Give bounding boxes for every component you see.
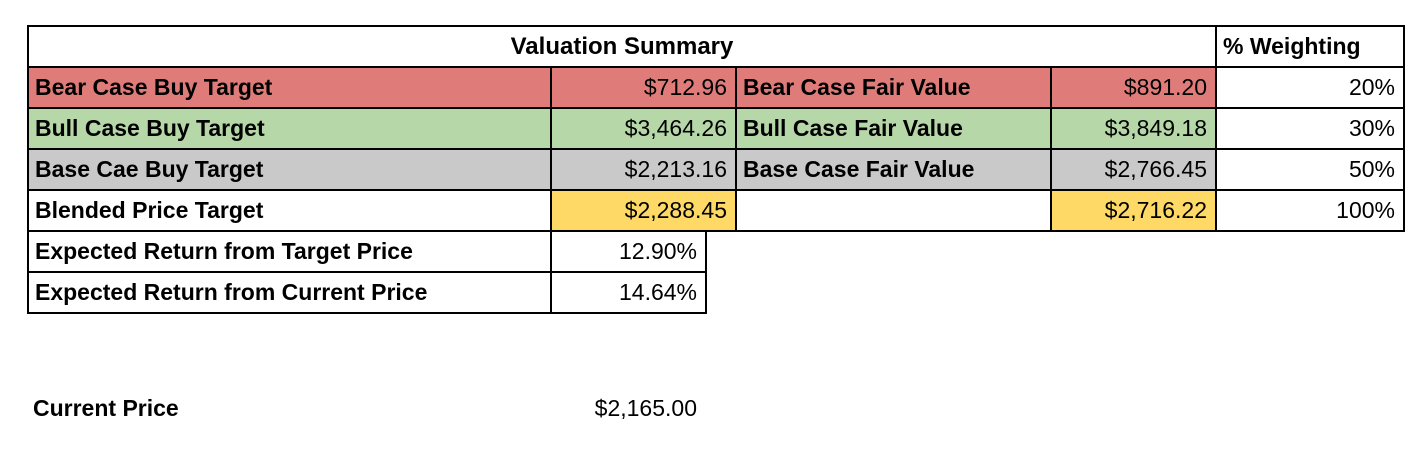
return-target-price-label-cell[interactable]: Expected Return from Target Price [27,230,552,273]
weighting-header-cell[interactable]: % Weighting [1215,25,1405,68]
bull-buy-target-value-cell[interactable]: $3,464.26 [550,107,737,150]
current-price-label[interactable]: Current Price [33,395,179,421]
return-current-price-label-cell[interactable]: Expected Return from Current Price [27,271,552,314]
base-case-row: Base Cae Buy Target $2,213.16 Base Case … [27,148,1405,191]
header-row: Valuation Summary % Weighting [27,25,1405,68]
spreadsheet-area: Valuation Summary % Weighting Bear Case … [27,25,1417,429]
bull-fair-value-label-cell[interactable]: Bull Case Fair Value [735,107,1052,150]
bull-fair-value-value-cell[interactable]: $3,849.18 [1050,107,1217,150]
bear-fair-value-label-cell[interactable]: Bear Case Fair Value [735,66,1052,109]
base-weight-cell[interactable]: 50% [1215,148,1405,191]
current-price-row: Current Price $2,165.00 [27,388,1417,429]
bull-weight-cell[interactable]: 30% [1215,107,1405,150]
base-buy-target-label-cell[interactable]: Base Cae Buy Target [27,148,552,191]
blended-buy-target-value-cell[interactable]: $2,288.45 [550,189,737,232]
bear-buy-target-label-cell[interactable]: Bear Case Buy Target [27,66,552,109]
blended-fair-value-value-cell[interactable]: $2,716.22 [1050,189,1217,232]
bear-weight-cell[interactable]: 20% [1215,66,1405,109]
bull-case-row: Bull Case Buy Target $3,464.26 Bull Case… [27,107,1405,150]
base-buy-target-value-cell[interactable]: $2,213.16 [550,148,737,191]
expected-returns-table: Expected Return from Target Price 12.90%… [27,230,707,314]
base-fair-value-value-cell[interactable]: $2,766.45 [1050,148,1217,191]
bear-fair-value-value-cell[interactable]: $891.20 [1050,66,1217,109]
blended-empty-cell[interactable] [735,189,1052,232]
blended-row: Blended Price Target $2,288.45 $2,716.22… [27,189,1405,232]
return-target-price-value-cell[interactable]: 12.90% [550,230,707,273]
bear-case-row: Bear Case Buy Target $712.96 Bear Case F… [27,66,1405,109]
current-price-value[interactable]: $2,165.00 [594,395,697,421]
table-title-cell[interactable]: Valuation Summary [27,25,1217,68]
bull-buy-target-label-cell[interactable]: Bull Case Buy Target [27,107,552,150]
return-current-price-row: Expected Return from Current Price 14.64… [27,271,707,314]
valuation-summary-table: Valuation Summary % Weighting Bear Case … [27,25,1405,232]
blended-weight-cell[interactable]: 100% [1215,189,1405,232]
bear-buy-target-value-cell[interactable]: $712.96 [550,66,737,109]
return-target-price-row: Expected Return from Target Price 12.90% [27,230,707,273]
return-current-price-value-cell[interactable]: 14.64% [550,271,707,314]
base-fair-value-label-cell[interactable]: Base Case Fair Value [735,148,1052,191]
blended-price-target-label-cell[interactable]: Blended Price Target [27,189,552,232]
